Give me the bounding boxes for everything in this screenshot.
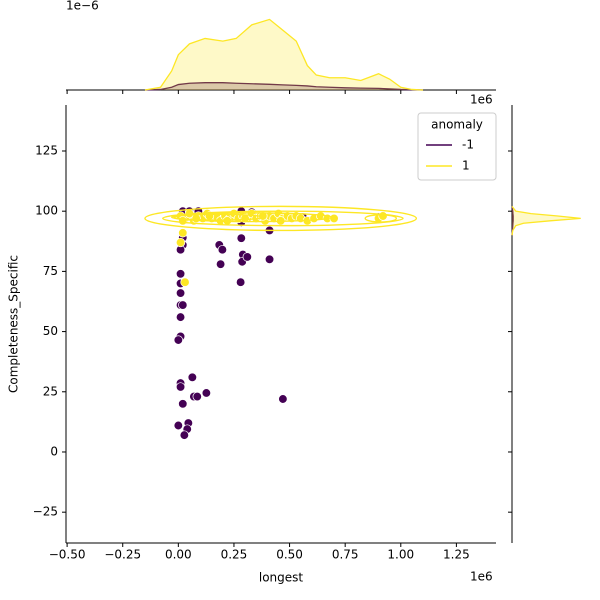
x-tick-label: 0.75 bbox=[332, 548, 359, 562]
x-tick-label: 1.00 bbox=[387, 548, 414, 562]
x-offset: 1e6 bbox=[470, 570, 493, 584]
kde-contour bbox=[170, 212, 333, 223]
point bbox=[329, 213, 339, 224]
point bbox=[178, 228, 188, 238]
point bbox=[264, 254, 275, 264]
y-tick-label: 75 bbox=[43, 264, 58, 278]
legend-label: 1 bbox=[462, 159, 470, 173]
point bbox=[178, 300, 188, 310]
kde-contour bbox=[173, 213, 264, 221]
y-tick-label: 50 bbox=[43, 324, 58, 338]
top-x-offset: 1e6 bbox=[470, 93, 493, 107]
point bbox=[217, 245, 228, 255]
y-tick-label: 125 bbox=[35, 143, 58, 157]
point bbox=[378, 211, 388, 221]
point bbox=[178, 399, 188, 409]
density-fill bbox=[144, 19, 424, 90]
kde-contour bbox=[364, 214, 398, 223]
x-axis-label: longest bbox=[259, 571, 304, 585]
x-tick-label: −0.50 bbox=[49, 548, 86, 562]
y-tick-label: −25 bbox=[33, 505, 58, 519]
point bbox=[187, 372, 198, 382]
point bbox=[180, 277, 190, 287]
kde-contour bbox=[162, 210, 404, 227]
density-line bbox=[144, 18, 424, 91]
point bbox=[179, 430, 189, 440]
x-tick-label: 0.00 bbox=[165, 548, 192, 562]
y-axis-label: Completeness_Specific bbox=[7, 255, 21, 393]
point bbox=[175, 382, 186, 392]
point bbox=[201, 388, 212, 398]
point bbox=[236, 233, 246, 243]
density-line bbox=[511, 205, 581, 236]
density-line bbox=[144, 82, 424, 91]
y-tick-label: 100 bbox=[35, 204, 58, 218]
point bbox=[242, 252, 252, 262]
y-tick-label: 25 bbox=[43, 384, 58, 398]
point bbox=[278, 394, 288, 404]
x-tick-label: 0.25 bbox=[221, 548, 248, 562]
point bbox=[173, 335, 183, 345]
legend-box bbox=[417, 112, 497, 181]
point bbox=[175, 312, 186, 322]
point bbox=[175, 269, 186, 279]
point bbox=[178, 216, 188, 226]
x-tick-label: 1.25 bbox=[443, 548, 470, 562]
y-tick-label: 0 bbox=[50, 444, 58, 458]
x-tick-label: −0.25 bbox=[104, 548, 141, 562]
legend-title: anomaly bbox=[431, 118, 483, 132]
x-tick-label: 0.50 bbox=[276, 548, 303, 562]
point bbox=[175, 288, 186, 298]
point bbox=[173, 420, 183, 431]
top-offset: 1e−6 bbox=[66, 0, 99, 13]
legend-label: -1 bbox=[462, 138, 474, 152]
point bbox=[192, 391, 202, 402]
density-line bbox=[511, 206, 514, 236]
point bbox=[235, 277, 246, 287]
point bbox=[175, 237, 186, 248]
kde-contour bbox=[144, 205, 418, 232]
point bbox=[215, 259, 226, 269]
